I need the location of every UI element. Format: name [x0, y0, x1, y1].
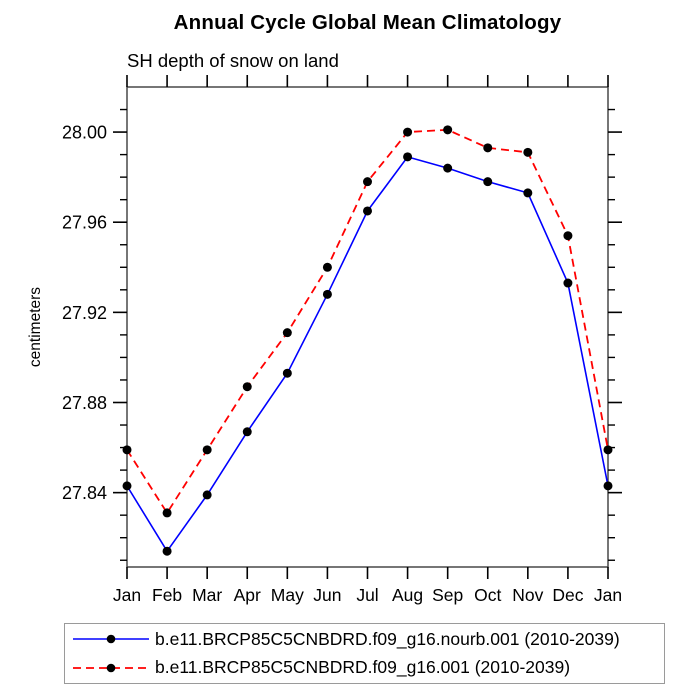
x-tick-label: Jan: [113, 585, 141, 605]
data-point-marker: [603, 445, 613, 455]
data-point-marker: [403, 152, 413, 162]
data-point-marker: [523, 188, 533, 198]
data-point-marker: [162, 508, 172, 518]
x-tick-label: May: [271, 585, 304, 605]
x-tick-label: Sep: [432, 585, 463, 605]
series-line-2: [126, 128, 609, 515]
x-tick-label: Jul: [356, 585, 378, 605]
x-tick-label: Apr: [234, 585, 261, 605]
data-point-marker: [122, 481, 132, 491]
chart-subtitle: SH depth of snow on land: [127, 50, 339, 71]
x-tick-label: Jun: [313, 585, 341, 605]
data-point-marker: [282, 368, 292, 378]
series1-line-sample-icon: [73, 634, 149, 644]
y-tick-label: 27.88: [62, 393, 107, 413]
data-point-marker: [202, 445, 212, 455]
data-point-marker: [282, 328, 292, 338]
x-tick-label: Dec: [552, 585, 583, 605]
legend: b.e11.BRCP85C5CNBDRD.f09_g16.nourb.001 (…: [64, 623, 665, 684]
x-axis-ticks: Jan Feb Mar Apr May Jun Jul Aug Sep Oct Nov Dec Jan: [113, 75, 622, 605]
plot-border: [126, 86, 609, 568]
data-point-markers: [122, 125, 613, 556]
data-point-marker: [403, 127, 413, 137]
x-tick-label: Mar: [192, 585, 222, 605]
data-point-marker: [483, 143, 493, 153]
series2-line-sample-icon: [73, 663, 149, 673]
data-point-marker: [322, 289, 332, 299]
data-point-marker: [363, 206, 372, 216]
legend-label-series1: b.e11.BRCP85C5CNBDRD.f09_g16.nourb.001 (…: [155, 628, 620, 649]
series-line-1: [126, 155, 609, 553]
x-tick-label: Feb: [152, 585, 182, 605]
data-point-marker: [603, 481, 613, 491]
data-point-marker: [363, 177, 372, 187]
data-point-marker: [563, 231, 573, 241]
y-tick-label: 27.92: [62, 303, 107, 323]
y-tick-label: 27.96: [62, 213, 107, 233]
y-tick-label: 28.00: [62, 123, 107, 143]
plot-frame: [126, 86, 609, 568]
legend-row-series1: b.e11.BRCP85C5CNBDRD.f09_g16.nourb.001 (…: [65, 626, 664, 653]
x-tick-label: Nov: [512, 585, 543, 605]
x-tick-label: Aug: [392, 585, 423, 605]
series-lines: [126, 128, 609, 553]
data-point-marker: [483, 177, 493, 187]
data-point-marker: [563, 278, 573, 288]
chart-title: Annual Cycle Global Mean Climatology: [173, 11, 562, 34]
y-tick-label: 27.84: [62, 483, 107, 503]
data-point-marker: [242, 427, 252, 437]
data-point-marker: [122, 445, 132, 455]
data-point-marker: [443, 125, 453, 135]
data-point-marker: [443, 163, 453, 173]
data-point-marker: [202, 490, 212, 500]
x-tick-label: Oct: [474, 585, 501, 605]
data-point-marker: [242, 382, 252, 392]
x-tick-label: Jan: [594, 585, 622, 605]
data-point-marker: [162, 546, 172, 556]
data-point-marker: [322, 262, 332, 272]
legend-label-series2: b.e11.BRCP85C5CNBDRD.f09_g16.001 (2010-2…: [155, 657, 571, 678]
y-axis-ticks: 27.84 27.88 27.92 27.96 28.00: [62, 108, 622, 561]
legend-row-series2: b.e11.BRCP85C5CNBDRD.f09_g16.001 (2010-2…: [65, 654, 664, 681]
data-point-marker: [523, 147, 533, 157]
